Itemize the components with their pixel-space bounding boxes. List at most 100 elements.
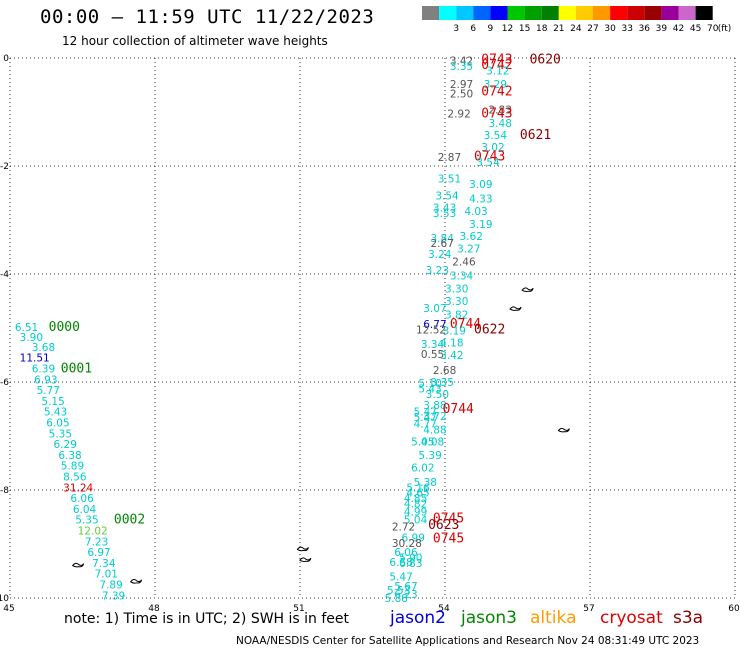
- pass-time-label: 0743: [481, 107, 512, 122]
- wave-height-label: 4.82: [404, 499, 427, 511]
- wave-height-label: 6.58: [389, 557, 412, 569]
- legend-swatch: [678, 6, 696, 20]
- pass-time-label: 0002: [114, 513, 145, 528]
- wave-height-label: 4.99: [404, 507, 427, 519]
- legend-label: 33: [621, 24, 632, 34]
- wave-height-label: 3.68: [32, 342, 55, 354]
- legend-swatch: [575, 6, 593, 20]
- island-cosmoledo: [129, 579, 143, 584]
- lat-tick-label: -4: [0, 270, 9, 280]
- wave-height-label: 4.88: [423, 425, 446, 437]
- wave-height-label: 3.23: [426, 265, 449, 277]
- wave-height-label: 3.50: [426, 389, 449, 401]
- wave-height-label: 3.30: [445, 284, 468, 296]
- wave-height-label: 3.88: [423, 400, 446, 412]
- wave-height-label: 6.05: [46, 418, 69, 430]
- island-aldabra: [71, 562, 85, 568]
- wave-height-label: 3.12: [486, 65, 509, 77]
- legend-label: 36: [639, 24, 651, 34]
- wave-height-label: 3.54: [476, 157, 500, 169]
- wave-height-label: 4.18: [440, 338, 463, 350]
- pass-time-label: 0743: [481, 53, 512, 68]
- wave-height-label: 3.19: [443, 326, 466, 338]
- legend-swatch: [644, 6, 662, 20]
- wave-height-label: 5.88: [385, 593, 408, 605]
- island-praslin: [521, 287, 534, 293]
- island-providence: [296, 546, 309, 552]
- satellite-legend-jason2: jason2: [390, 608, 446, 628]
- wave-height-label: 6.06: [70, 493, 94, 505]
- wave-height-label: 2.92: [447, 109, 470, 121]
- wave-height-label: 3.51: [438, 173, 461, 185]
- color-scale-legend: 3 6 9 12 15 18 21 24 27 30 33 36 39 42 45 70 (ft): [422, 6, 731, 34]
- wave-height-label: 2.72: [392, 522, 415, 534]
- footer-note: note: 1) Time is in UTC; 2) SWH is in fe…: [64, 611, 350, 627]
- legend-swatch: [661, 6, 679, 20]
- wave-height-label: 5.43: [418, 383, 441, 395]
- island-small-isle-a: [557, 427, 570, 433]
- legend-label: 39: [656, 24, 668, 34]
- legend-swatch: [456, 6, 474, 20]
- legend-label: 45: [690, 24, 701, 34]
- wave-height-label: 5.38: [414, 477, 437, 489]
- wave-height-label: 5.39: [418, 450, 441, 462]
- wave-height-label: 6.04: [73, 504, 97, 516]
- wave-height-label: 5.35: [49, 428, 72, 440]
- wave-height-label: 12.52: [416, 325, 446, 337]
- wave-height-label: 3.34: [421, 339, 445, 351]
- wave-height-label: 5.16: [406, 482, 430, 494]
- wave-height-label: 6.93: [34, 374, 57, 386]
- legend-swatch: [593, 6, 611, 20]
- legend-label: 18: [536, 24, 548, 34]
- wave-height-label: 3.43: [433, 203, 456, 215]
- legend-label: 30: [604, 24, 616, 34]
- wave-height-label: 3.42: [450, 56, 473, 68]
- wave-height-label: 12.02: [78, 526, 108, 538]
- wave-height-label: 6.23: [394, 589, 417, 601]
- wave-height-label: 5.47: [414, 407, 437, 419]
- wave-height-label: 30.28: [392, 538, 422, 550]
- wave-height-label: 2.46: [452, 257, 476, 269]
- wave-height-label: 3.19: [469, 219, 492, 231]
- legend-swatch: [490, 6, 508, 20]
- wave-height-label: 7.89: [99, 580, 122, 592]
- wave-height-label: 31.24: [63, 482, 93, 494]
- pass-time-label: 0745: [433, 512, 464, 527]
- wave-height-label: 5.05: [411, 436, 434, 448]
- island-farquhar: [299, 557, 312, 563]
- wave-height-label: 4.33: [469, 193, 492, 205]
- wave-height-label: 3.54: [484, 130, 508, 142]
- wave-height-label: 2.83: [489, 104, 512, 116]
- wave-height-label: 11.51: [20, 353, 50, 365]
- wave-height-label: 6.02: [411, 462, 434, 474]
- map-grid: [9, 57, 736, 599]
- legend-swatch: [524, 6, 542, 20]
- wave-height-label: 3.82: [445, 310, 468, 322]
- legend-swatch: [473, 6, 491, 20]
- lon-tick-label: 45: [3, 604, 14, 614]
- wave-height-label: 5.53: [387, 585, 410, 597]
- axis-ticks: 45 48 51 54 57 60 0 -2 -4 -6 -8 -10: [0, 54, 740, 614]
- legend-swatch: [507, 6, 525, 20]
- legend-label: 21: [553, 24, 564, 34]
- wave-height-label: 4.85: [404, 493, 427, 505]
- pass-time-label: 0745: [433, 532, 464, 547]
- lon-tick-label: 48: [148, 604, 160, 614]
- legend-unit: (ft): [718, 24, 732, 34]
- pass-time-label: 0623: [428, 518, 459, 533]
- wave-height-label: 4.65: [406, 488, 429, 500]
- wave-height-label: 5.04: [404, 515, 428, 527]
- lon-tick-label: 54: [438, 604, 450, 614]
- wave-height-label: 6.97: [87, 547, 110, 559]
- pass-time-label: 0744: [443, 402, 474, 417]
- wave-height-label: 3.09: [469, 179, 492, 191]
- wave-height-label: 8.56: [63, 472, 87, 484]
- wave-height-label: 3.27: [457, 244, 480, 256]
- legend-swatch: [627, 6, 645, 20]
- island-mahe: [509, 306, 522, 311]
- pass-time-label: 0622: [474, 323, 505, 338]
- legend-swatch: [439, 6, 457, 20]
- wave-height-label: 5.35: [75, 515, 98, 527]
- legend-label: 6: [470, 24, 476, 34]
